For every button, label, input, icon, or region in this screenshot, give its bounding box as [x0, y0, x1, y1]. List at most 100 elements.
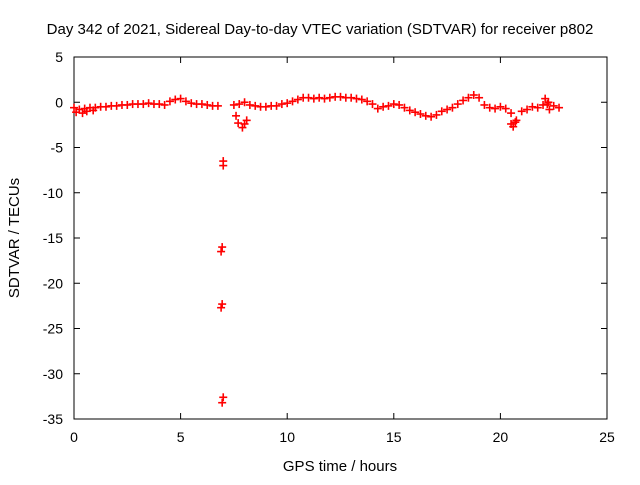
- data-point: [304, 93, 313, 102]
- data-point: [283, 99, 292, 108]
- data-point: [416, 110, 425, 119]
- y-tick-label: -35: [43, 411, 63, 427]
- y-tick-label: -20: [43, 275, 63, 291]
- y-tick-label: -30: [43, 366, 63, 382]
- data-point: [176, 94, 185, 103]
- data-point: [511, 118, 520, 127]
- x-tick-label: 10: [279, 429, 295, 445]
- data-point: [384, 101, 393, 110]
- data-point: [549, 101, 558, 110]
- data-point: [523, 105, 532, 114]
- data-point: [352, 94, 361, 103]
- chart-title: Day 342 of 2021, Sidereal Day-to-day VTE…: [47, 21, 594, 38]
- data-point: [555, 103, 564, 112]
- data-point: [363, 97, 372, 106]
- data-point: [160, 100, 169, 109]
- data-point: [501, 104, 510, 113]
- data-point: [315, 93, 324, 102]
- x-tick-label: 15: [386, 429, 402, 445]
- data-point: [379, 102, 388, 111]
- y-tick-label: 5: [55, 49, 63, 65]
- data-point: [218, 300, 227, 309]
- y-tick-label: -10: [43, 185, 63, 201]
- data-point: [325, 93, 334, 102]
- data-point: [496, 102, 505, 111]
- data-point: [443, 105, 452, 114]
- data-point: [400, 103, 409, 112]
- data-point: [171, 95, 180, 104]
- data-point: [368, 100, 377, 109]
- data-point: [234, 119, 243, 128]
- data-point: [517, 107, 526, 116]
- data-point: [272, 101, 281, 110]
- data-point: [78, 109, 87, 118]
- data-point: [533, 103, 542, 112]
- y-tick-label: -15: [43, 230, 63, 246]
- data-point: [232, 111, 241, 120]
- data-point: [235, 100, 244, 109]
- data-point: [507, 109, 516, 118]
- y-tick-label: 0: [55, 94, 63, 110]
- data-point: [485, 103, 494, 112]
- data-point: [545, 105, 554, 114]
- data-point: [242, 116, 251, 125]
- data-points: [70, 91, 564, 407]
- x-axis-label: GPS time / hours: [283, 458, 397, 475]
- data-point: [245, 100, 254, 109]
- x-tick-label: 20: [493, 429, 509, 445]
- data-point: [512, 116, 521, 125]
- data-point: [251, 101, 260, 110]
- data-point: [203, 100, 212, 109]
- data-point: [453, 100, 462, 109]
- data-point: [309, 94, 318, 103]
- y-tick-label: -25: [43, 321, 63, 337]
- data-point: [437, 107, 446, 116]
- data-point: [101, 102, 110, 111]
- data-point: [347, 93, 356, 102]
- x-tick-label: 0: [70, 429, 78, 445]
- data-point: [197, 100, 206, 109]
- data-point: [217, 247, 226, 256]
- data-point: [336, 92, 345, 101]
- data-point: [405, 106, 414, 115]
- data-point: [240, 98, 249, 107]
- data-point: [288, 97, 297, 106]
- data-point: [72, 108, 81, 117]
- data-point: [261, 102, 270, 111]
- data-point: [475, 93, 484, 102]
- axes: 0 5 10 15 20 25 5 0 -5 -10 -15 -20 -25 -30 -35: [43, 49, 615, 445]
- data-point: [218, 398, 227, 407]
- x-tick-label: 5: [177, 429, 185, 445]
- data-point: [491, 104, 500, 113]
- data-point: [469, 91, 478, 100]
- data-point: [218, 243, 227, 252]
- data-point: [139, 100, 148, 109]
- data-point: [217, 303, 226, 312]
- data-point: [187, 99, 196, 108]
- data-point: [395, 100, 404, 109]
- data-point: [448, 103, 457, 112]
- data-point: [219, 393, 228, 402]
- data-point: [373, 104, 382, 113]
- data-point: [421, 111, 430, 120]
- data-point: [181, 97, 190, 106]
- data-point: [219, 161, 228, 170]
- data-point: [539, 100, 548, 109]
- data-point: [464, 93, 473, 102]
- data-point: [144, 99, 153, 108]
- data-point: [213, 101, 222, 110]
- data-point: [357, 95, 366, 104]
- data-point: [541, 94, 550, 103]
- data-point: [459, 96, 468, 105]
- data-point: [82, 107, 91, 116]
- data-point: [165, 97, 174, 106]
- y-tick-label: -5: [51, 140, 64, 156]
- x-tick-label: 25: [599, 429, 615, 445]
- data-point: [320, 94, 329, 103]
- data-point: [112, 101, 121, 110]
- data-point: [509, 122, 518, 131]
- data-point: [427, 112, 436, 121]
- data-point: [528, 102, 537, 111]
- data-point: [293, 95, 302, 104]
